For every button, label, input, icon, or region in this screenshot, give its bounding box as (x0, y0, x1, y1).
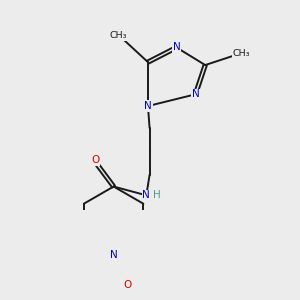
Text: N: N (191, 89, 199, 99)
Text: CH₃: CH₃ (109, 31, 127, 40)
Text: N: N (144, 101, 152, 111)
Text: N: N (142, 190, 150, 200)
Text: O: O (91, 155, 99, 165)
Text: O: O (124, 280, 132, 290)
Text: N: N (173, 43, 181, 52)
Text: N: N (110, 250, 118, 260)
Text: H: H (153, 190, 160, 200)
Text: CH₃: CH₃ (233, 49, 250, 58)
